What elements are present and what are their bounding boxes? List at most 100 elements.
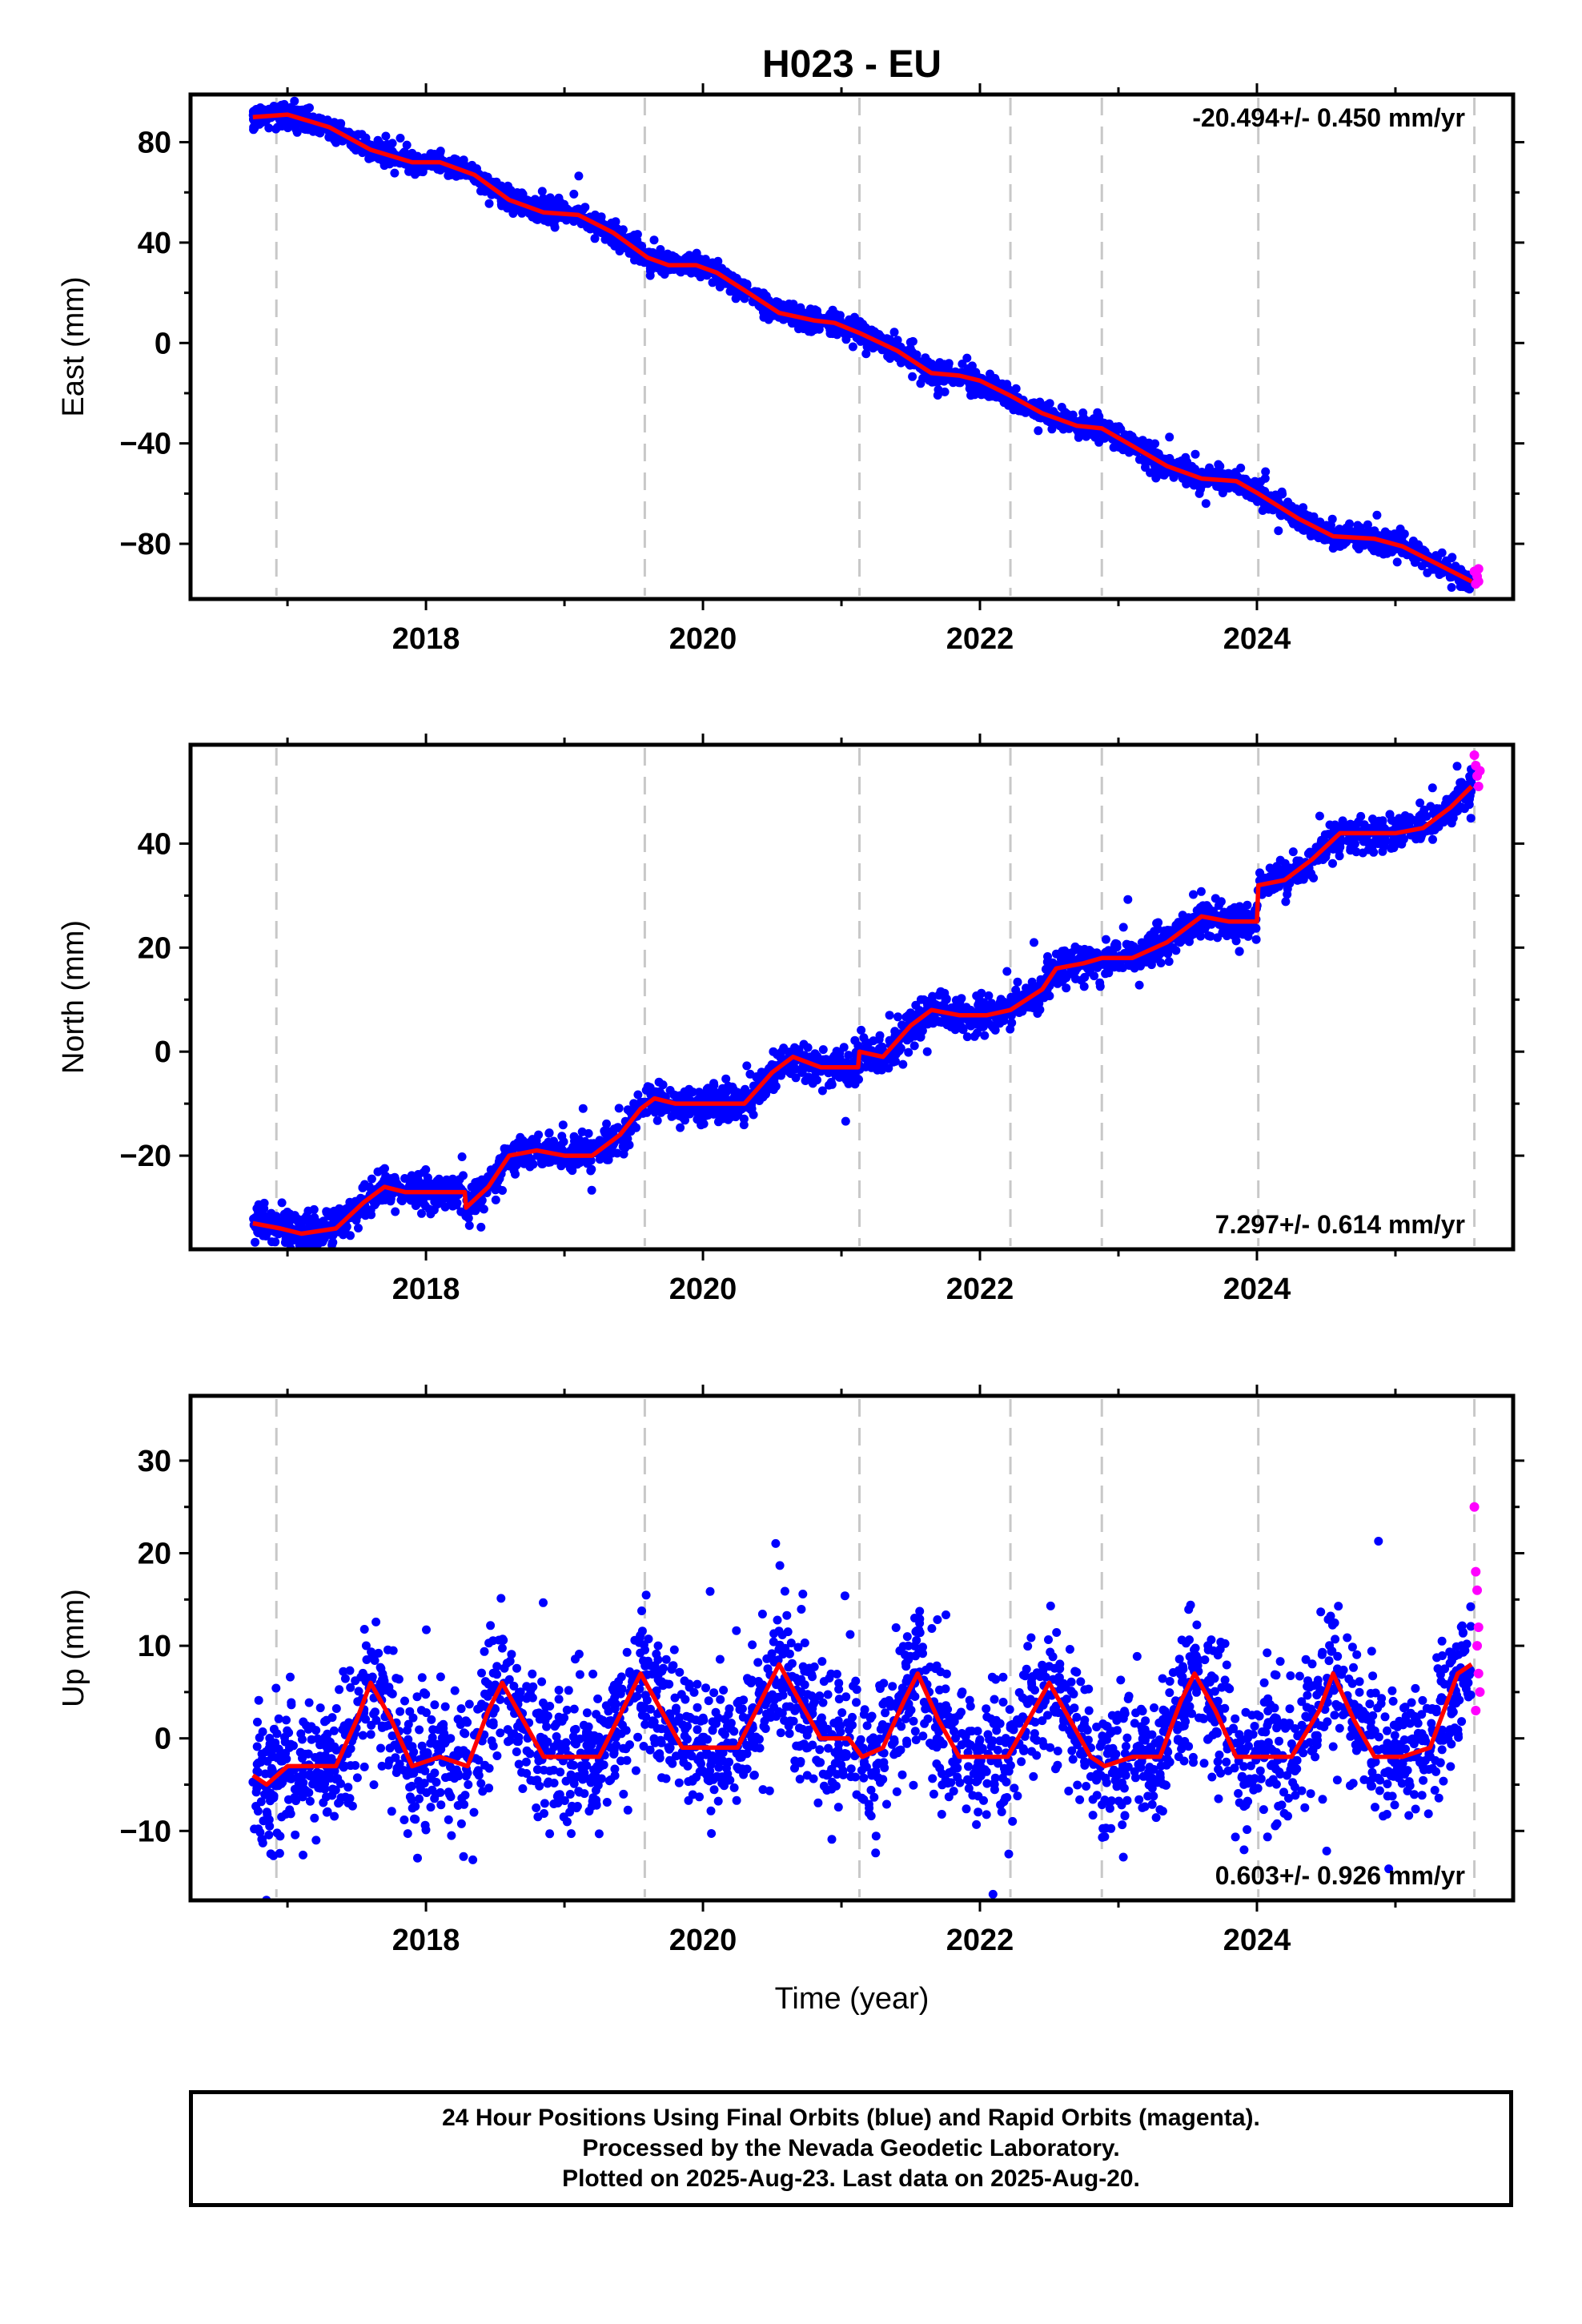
- data-point: [417, 167, 427, 176]
- data-point: [697, 1120, 706, 1130]
- data-point: [1447, 553, 1456, 563]
- data-point: [1372, 510, 1382, 520]
- data-point: [962, 1032, 972, 1042]
- data-point: [1406, 815, 1415, 825]
- event-lines: [275, 748, 1476, 1246]
- data-point: [255, 105, 264, 115]
- data-point: [676, 1123, 685, 1132]
- data-point: [688, 1088, 697, 1097]
- data-point: [522, 1155, 532, 1164]
- data-point: [450, 154, 460, 163]
- data-point: [1447, 583, 1456, 592]
- data-point: [1057, 977, 1066, 987]
- data-point: [773, 1050, 782, 1059]
- final-orbit-points: [248, 96, 1476, 594]
- data-point: [893, 1012, 902, 1022]
- data-point: [827, 309, 837, 319]
- data-point: [987, 1021, 997, 1031]
- data-point: [898, 1059, 908, 1069]
- data-point: [861, 349, 871, 359]
- data-point: [387, 139, 397, 148]
- data-point: [1165, 432, 1174, 442]
- data-point: [587, 1185, 596, 1195]
- data-point: [1353, 521, 1363, 530]
- data-point: [607, 238, 616, 247]
- data-point: [1191, 449, 1200, 459]
- y-tick-label: 40: [138, 227, 171, 260]
- data-point: [556, 1142, 565, 1152]
- data-point: [1371, 822, 1380, 832]
- data-point: [554, 202, 564, 211]
- y-tick-label: 0: [155, 327, 171, 360]
- data-point: [303, 104, 311, 114]
- data-point: [841, 330, 850, 340]
- data-point: [813, 1076, 821, 1085]
- data-point: [817, 1086, 827, 1096]
- data-point: [603, 1127, 612, 1136]
- data-point: [1154, 918, 1163, 927]
- data-point: [803, 1043, 813, 1052]
- data-point: [1456, 580, 1466, 589]
- data-point: [1342, 523, 1351, 533]
- data-point: [518, 207, 528, 216]
- data-point: [315, 128, 325, 138]
- data-point: [476, 1222, 486, 1232]
- data-point: [1063, 410, 1073, 420]
- data-point: [1378, 846, 1387, 856]
- data-point: [1265, 872, 1275, 881]
- data-point: [1242, 489, 1251, 498]
- data-point: [643, 1082, 652, 1092]
- data-point: [1275, 510, 1285, 520]
- data-point: [1466, 814, 1476, 823]
- data-point: [1315, 811, 1324, 821]
- data-point: [1235, 485, 1245, 495]
- data-point: [1258, 506, 1267, 515]
- data-point: [908, 372, 917, 381]
- data-point: [984, 991, 994, 1000]
- data-point: [916, 379, 926, 388]
- data-point: [1002, 967, 1012, 976]
- data-point: [1214, 460, 1223, 469]
- data-point: [530, 195, 540, 204]
- data-point: [1030, 938, 1038, 947]
- data-point: [962, 353, 972, 363]
- data-point: [1281, 897, 1291, 907]
- figure-title: H023 - EU: [762, 43, 942, 86]
- data-point: [1251, 923, 1261, 933]
- data-point: [340, 1224, 350, 1234]
- data-point: [921, 371, 930, 380]
- data-point: [514, 189, 523, 198]
- data-point: [1109, 443, 1118, 452]
- data-point: [689, 255, 699, 265]
- data-point: [818, 1045, 828, 1055]
- data-point: [1048, 958, 1058, 967]
- data-point: [944, 361, 953, 371]
- data-point: [1307, 513, 1315, 522]
- y-axis-label: East (mm): [57, 276, 90, 416]
- data-point: [841, 1116, 850, 1126]
- data-point: [1452, 762, 1462, 771]
- data-point: [967, 361, 977, 371]
- data-point: [381, 131, 391, 141]
- data-point: [1347, 835, 1357, 845]
- data-point: [1098, 431, 1108, 440]
- data-point: [1154, 465, 1164, 475]
- data-point: [1111, 422, 1120, 432]
- data-point: [1006, 992, 1016, 1002]
- data-point: [824, 1068, 833, 1078]
- data-point: [264, 123, 274, 133]
- data-point: [1196, 887, 1206, 896]
- data-point: [1156, 959, 1166, 967]
- data-point: [980, 1031, 990, 1040]
- plot-frame: [188, 92, 1516, 601]
- data-point: [464, 1220, 474, 1230]
- data-point: [386, 1194, 396, 1204]
- data-point: [267, 1208, 276, 1218]
- data-point: [935, 358, 945, 368]
- data-point: [1185, 937, 1194, 947]
- data-point: [1426, 802, 1435, 811]
- data-point: [1327, 514, 1337, 524]
- data-point: [252, 1204, 262, 1213]
- data-point: [420, 1201, 430, 1211]
